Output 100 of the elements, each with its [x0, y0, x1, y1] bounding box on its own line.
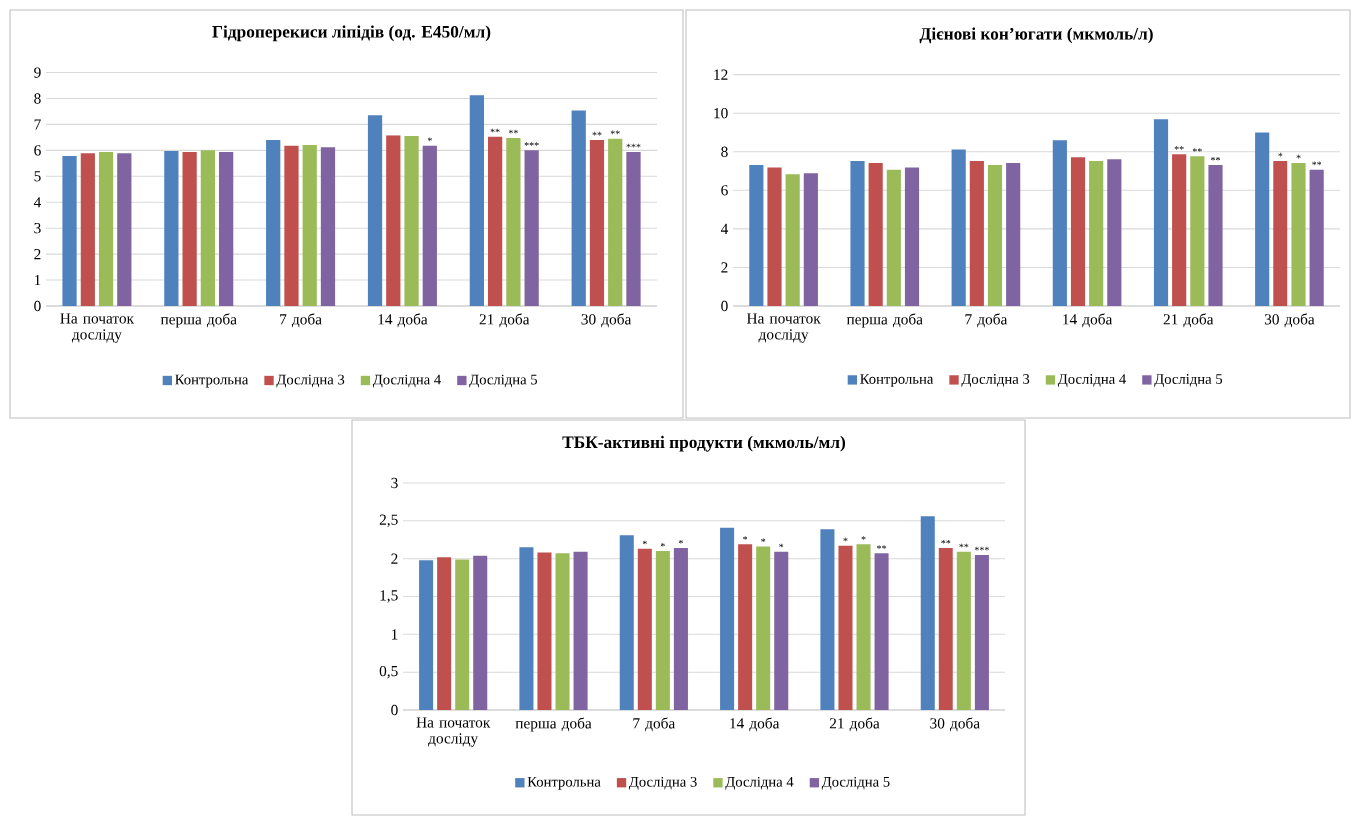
bar [473, 555, 488, 710]
bar [626, 151, 641, 306]
data-label: * [843, 537, 848, 542]
x-tick-label: перша доба [846, 313, 923, 328]
y-tick-label: 1,5 [380, 590, 398, 603]
y-tick-label: 3 [391, 477, 398, 489]
x-tick-label: 21 доба [479, 313, 530, 328]
bar [886, 169, 901, 306]
bar [874, 553, 889, 710]
data-label: ** [610, 130, 620, 135]
x-tick-label: 30 доба [581, 313, 632, 328]
bar [938, 548, 953, 710]
y-tick-label: 7 [34, 119, 41, 130]
x-tick-label: 21 доба [1163, 313, 1214, 328]
bar [850, 160, 865, 306]
bar [785, 174, 800, 306]
y-tick-label: 0 [391, 704, 398, 716]
bar [1070, 157, 1086, 306]
y-tick-label: 1 [391, 629, 398, 640]
bar [1208, 165, 1223, 306]
bar [655, 551, 670, 710]
data-label: * [660, 542, 665, 547]
bar [673, 548, 688, 710]
bar [519, 547, 534, 710]
bar [469, 95, 484, 306]
data-label: ** [1312, 161, 1322, 166]
x-tick-label: На початок досліду [60, 313, 135, 343]
bar [987, 165, 1003, 306]
legend-label: Дослідна 3 [628, 776, 697, 790]
bar [904, 167, 920, 306]
bar [117, 153, 132, 306]
y-tick-label: 12 [714, 69, 728, 80]
data-label: ** [592, 131, 602, 136]
bar [419, 560, 434, 710]
y-tick-label: 2 [721, 262, 728, 273]
bar [868, 162, 883, 306]
bar [62, 156, 77, 306]
x-tick-label: 30 доба [930, 717, 980, 732]
bar [506, 137, 521, 306]
bar [974, 554, 989, 710]
legend-label: Дослідна 4 [372, 374, 441, 388]
bar [80, 153, 95, 306]
bar [637, 548, 652, 710]
legend-label: Дослідна 5 [1154, 374, 1223, 387]
x-tick-label: перша доба [515, 717, 592, 732]
bar [219, 151, 234, 306]
legend-label: Дослідна 4 [1057, 374, 1126, 387]
y-tick-label: 4 [33, 197, 42, 208]
bar [98, 151, 114, 306]
data-label: * [1278, 152, 1283, 157]
data-label: ** [959, 543, 969, 548]
data-label: * [427, 137, 432, 142]
legend-label: Контрольна [527, 776, 601, 790]
x-tick-label: 14 доба [378, 313, 428, 328]
y-tick-label: 2 [391, 553, 398, 564]
bar [1172, 154, 1187, 306]
x-tick-label: 14 доба [1063, 313, 1113, 328]
bar [455, 559, 470, 710]
bar [182, 151, 197, 306]
y-tick-label: 0 [721, 300, 728, 312]
bar [1153, 119, 1169, 306]
data-label: ** [877, 545, 887, 549]
x-tick-label: На початок досліду [416, 717, 491, 747]
bar [1291, 162, 1306, 306]
y-tick-label: 3 [34, 223, 41, 234]
bar [738, 544, 753, 710]
bar [1190, 156, 1205, 306]
bar [164, 151, 179, 306]
y-tick-label: 0,5 [379, 665, 398, 679]
bar [422, 145, 437, 306]
data-label: ** [1174, 146, 1184, 150]
data-label: * [779, 543, 784, 548]
bar [302, 144, 317, 306]
x-tick-label: перша доба [160, 313, 237, 328]
bar [820, 529, 835, 710]
x-tick-label: 21 доба [829, 717, 880, 732]
data-label: ** [490, 128, 500, 133]
bar [404, 136, 419, 306]
chart-title: ТБК-активні продукти (мкмоль/мл) [562, 435, 846, 452]
data-label: * [678, 539, 683, 544]
x-tick-label: 30 доба [1264, 313, 1315, 328]
bar [608, 138, 623, 306]
data-label: * [761, 538, 766, 543]
y-tick-label: 2,5 [379, 514, 398, 528]
bar [619, 535, 634, 710]
bar [1089, 160, 1104, 306]
y-tick-label: 8 [34, 93, 41, 104]
bar [284, 145, 299, 306]
chart-title: Гідроперекиси ліпідів (од. Е450/мл) [212, 25, 491, 42]
data-label: * [642, 540, 647, 545]
data-label: *** [524, 142, 539, 146]
data-label: ** [508, 129, 518, 134]
y-tick-label: 6 [34, 145, 41, 156]
legend-label: Дослідна 5 [821, 776, 890, 790]
bar [555, 553, 570, 710]
x-tick-label: 7 доба [280, 313, 322, 328]
y-tick-label: 6 [721, 185, 728, 196]
y-tick-label: 5 [34, 171, 41, 182]
legend-label: Дослідна 5 [469, 374, 538, 388]
bar [803, 173, 818, 306]
